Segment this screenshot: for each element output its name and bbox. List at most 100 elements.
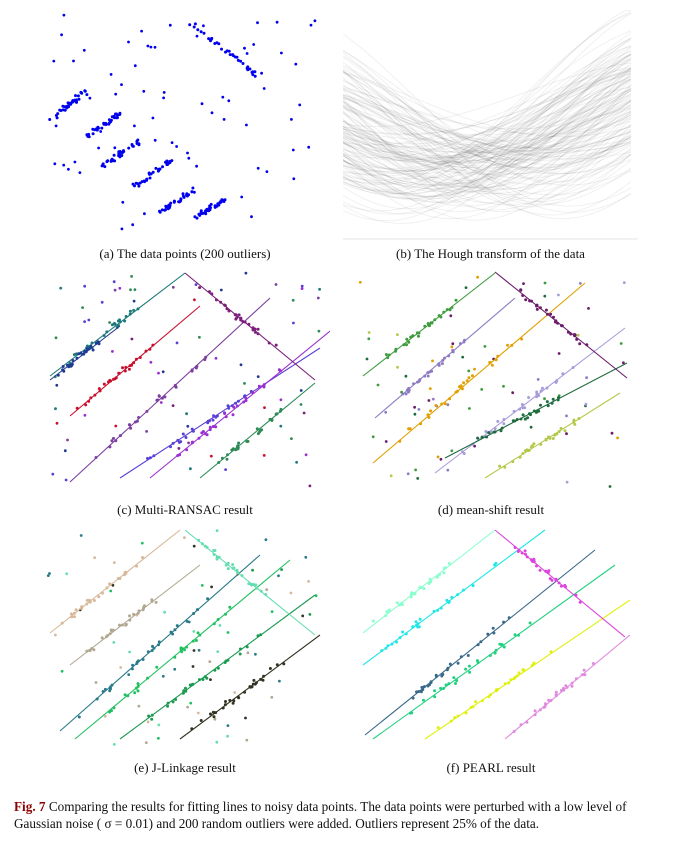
outlier-point xyxy=(109,589,113,593)
inlier-point xyxy=(108,445,112,449)
outlier-point xyxy=(108,321,111,324)
outlier-point xyxy=(243,46,246,50)
outlier-point xyxy=(127,40,130,44)
hough-curve xyxy=(343,52,632,188)
inlier-point xyxy=(231,566,235,570)
outlier-point xyxy=(270,695,274,699)
outlier-point xyxy=(186,424,190,428)
hough-curve xyxy=(343,58,632,197)
outlier-point xyxy=(55,383,59,387)
outlier-point xyxy=(245,123,248,127)
outlier-point xyxy=(94,681,98,684)
outlier-point xyxy=(130,275,133,278)
inlier-point xyxy=(215,555,219,559)
hough-curve xyxy=(343,69,632,177)
inlier-point xyxy=(145,178,149,182)
inlier-point xyxy=(140,180,144,184)
outlier-point xyxy=(175,145,179,148)
inlier-point xyxy=(395,601,399,605)
inlier-point xyxy=(60,621,64,625)
hough-curve xyxy=(343,78,632,186)
hough-curve xyxy=(343,107,632,155)
inlier-point xyxy=(190,427,194,431)
inlier-point xyxy=(201,678,205,681)
inlier-point xyxy=(97,342,101,346)
outlier-point xyxy=(307,580,310,583)
inlier-point xyxy=(527,448,531,452)
inlier-point xyxy=(82,352,86,356)
outlier-point xyxy=(299,403,303,406)
inlier-point xyxy=(114,112,117,116)
inlier-point xyxy=(432,609,436,613)
inlier-point xyxy=(211,710,215,714)
outlier-point xyxy=(304,453,308,457)
inlier-point xyxy=(236,399,240,403)
outlier-point xyxy=(215,740,219,744)
inlier-point xyxy=(427,415,431,419)
inlier-point xyxy=(226,561,230,565)
inlier-point xyxy=(203,432,207,436)
inlier-point xyxy=(231,413,235,417)
hough-curve xyxy=(343,88,632,175)
inlier-point xyxy=(278,409,282,413)
inlier-point xyxy=(557,430,561,433)
hough-curve xyxy=(343,78,632,199)
outlier-point xyxy=(384,440,388,443)
outlier-point xyxy=(170,141,174,145)
inlier-point xyxy=(102,382,106,386)
inlier-point xyxy=(202,31,206,35)
fitted-line xyxy=(49,529,181,634)
inlier-point xyxy=(173,628,177,632)
outlier-point xyxy=(121,200,125,204)
inlier-point xyxy=(462,452,466,455)
inlier-point xyxy=(427,582,431,585)
inlier-point xyxy=(207,209,211,213)
outlier-point xyxy=(64,478,68,482)
inlier-point xyxy=(398,439,402,443)
inlier-point xyxy=(150,717,154,721)
inlier-point xyxy=(532,442,536,446)
inlier-point xyxy=(562,688,566,692)
inlier-point xyxy=(184,436,188,439)
outlier-point xyxy=(163,610,166,614)
hough-curve xyxy=(343,94,632,161)
inlier-point xyxy=(121,150,125,154)
inlier-point xyxy=(275,663,279,667)
outlier-point xyxy=(149,360,153,364)
inlier-point xyxy=(262,674,266,678)
outlier-point xyxy=(622,361,625,365)
inlier-point xyxy=(575,337,579,341)
inlier-point xyxy=(428,577,432,581)
inlier-point xyxy=(242,400,246,404)
inlier-point xyxy=(236,447,240,451)
hough-curve xyxy=(343,80,632,158)
inlier-point xyxy=(563,429,567,433)
inlier-point xyxy=(513,419,517,423)
inlier-point xyxy=(409,335,413,339)
outlier-point xyxy=(153,138,157,142)
inlier-point xyxy=(371,619,375,623)
inlier-point xyxy=(226,404,230,408)
inlier-point xyxy=(518,407,522,411)
inlier-point xyxy=(181,194,185,198)
inlier-point xyxy=(128,618,132,622)
inlier-point xyxy=(554,432,558,436)
outlier-point xyxy=(192,544,196,548)
outlier-point xyxy=(291,298,295,302)
inlier-point xyxy=(430,369,434,373)
hough-curve xyxy=(343,97,632,157)
inlier-point xyxy=(213,205,217,209)
hough-curve xyxy=(343,89,632,149)
outlier-point xyxy=(557,293,560,297)
inlier-point xyxy=(494,358,498,362)
inlier-point xyxy=(236,58,240,62)
outlier-point xyxy=(396,333,399,336)
outlier-point xyxy=(265,170,269,174)
inlier-point xyxy=(559,689,563,692)
inlier-point xyxy=(136,611,140,615)
hough-curve xyxy=(343,62,632,127)
inlier-point xyxy=(418,585,422,589)
inlier-point xyxy=(433,695,437,699)
inlier-point xyxy=(124,365,128,369)
inlier-point xyxy=(223,703,227,707)
